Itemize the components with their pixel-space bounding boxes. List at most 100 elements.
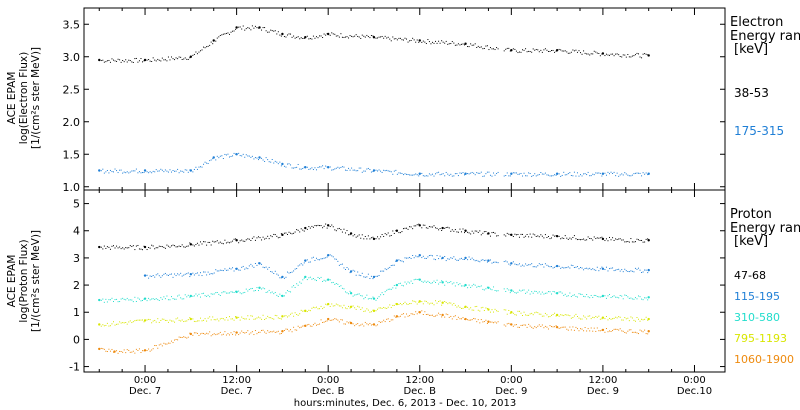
electron-trace-dot: [390, 171, 392, 173]
proton-trace-dot: [322, 280, 324, 282]
proton-trace-dot: [483, 231, 485, 233]
proton-trace-dot: [370, 275, 372, 277]
electron-trace-dot: [586, 53, 588, 55]
electron-trace-dot: [242, 153, 244, 155]
proton-trace-dot: [482, 288, 484, 290]
electron-data-point: [212, 39, 215, 42]
proton-trace-dot: [566, 314, 568, 316]
electron-legend-units: [keV]: [734, 42, 768, 57]
electron-trace-dot: [587, 53, 589, 55]
proton-trace-dot: [514, 292, 516, 294]
electron-trace-dot: [422, 40, 424, 42]
proton-trace-dot: [392, 319, 394, 321]
proton-trace-dot: [302, 279, 304, 281]
proton-trace-dot: [485, 307, 487, 309]
proton-trace-dot: [166, 274, 168, 276]
proton-trace-dot: [303, 310, 305, 312]
proton-trace-dot: [572, 326, 574, 328]
proton-trace-dot: [483, 321, 485, 323]
electron-trace-dot: [241, 155, 243, 157]
proton-trace-dot: [377, 275, 379, 277]
proton-trace-dot: [230, 332, 232, 334]
proton-trace-dot: [494, 232, 496, 234]
proton-trace-dot: [599, 237, 601, 239]
proton-trace-dot: [312, 278, 314, 280]
proton-trace-dot: [186, 337, 188, 339]
proton-trace-dot: [157, 347, 159, 349]
proton-trace-dot: [286, 290, 288, 292]
electron-trace-dot: [247, 155, 249, 157]
proton-trace-dot: [541, 291, 543, 293]
electron-trace-dot: [112, 171, 114, 173]
electron-trace-dot: [627, 54, 629, 56]
proton-trace-dot: [230, 268, 232, 270]
proton-trace-dot: [261, 329, 263, 331]
electron-trace-dot: [360, 37, 362, 39]
proton-trace-dot: [170, 273, 172, 275]
proton-trace-dot: [116, 245, 118, 247]
electron-trace-dot: [396, 173, 398, 175]
electron-trace-dot: [642, 53, 644, 55]
proton-trace-dot: [491, 262, 493, 264]
electron-trace-dot: [131, 61, 133, 63]
proton-trace-dot: [170, 340, 172, 342]
electron-trace-dot: [497, 171, 499, 173]
proton-trace-dot: [338, 227, 340, 229]
electron-trace-dot: [378, 169, 380, 171]
proton-trace-dot: [383, 235, 385, 237]
electron-trace-dot: [189, 169, 191, 171]
electron-ytick-label: 3.5: [63, 18, 81, 31]
electron-trace-dot: [343, 166, 345, 168]
x-date-label: Dec. 7: [129, 386, 161, 397]
proton-trace-dot: [604, 240, 606, 242]
proton-trace-dot: [125, 352, 127, 354]
proton-trace-dot: [645, 269, 647, 271]
proton-trace-dot: [479, 322, 481, 324]
proton-trace-dot: [283, 232, 285, 234]
proton-trace-dot: [518, 236, 520, 238]
proton-trace-dot: [512, 261, 514, 263]
proton-trace-dot: [268, 266, 270, 268]
electron-trace-dot: [262, 27, 264, 29]
electron-trace-dot: [601, 175, 603, 177]
electron-trace-dot: [245, 28, 247, 30]
proton-trace-dot: [203, 292, 205, 294]
electron-data-point: [212, 156, 215, 159]
proton-trace-dot: [293, 270, 295, 272]
proton-trace-dot: [436, 314, 438, 316]
electron-trace-dot: [583, 173, 585, 175]
proton-trace-dot: [639, 329, 641, 331]
proton-trace-dot: [267, 268, 269, 270]
proton-trace-dot: [599, 330, 601, 332]
proton-trace-dot: [558, 265, 560, 267]
proton-trace-dot: [570, 264, 572, 266]
electron-trace-dot: [122, 60, 124, 62]
proton-trace-dot: [286, 316, 288, 318]
proton-trace-dot: [567, 314, 569, 316]
proton-trace-dot: [308, 261, 310, 263]
electron-trace-dot: [221, 34, 223, 36]
proton-trace-dot: [297, 284, 299, 286]
proton-trace-dot: [378, 296, 380, 298]
proton-trace-dot: [257, 236, 259, 238]
electron-trace-dot: [383, 169, 385, 171]
proton-trace-dot: [297, 229, 299, 231]
electron-trace-dot: [596, 52, 598, 54]
proton-trace-dot: [270, 235, 272, 237]
electron-trace-dot: [209, 44, 211, 46]
electron-trace-dot: [531, 51, 533, 53]
proton-trace-dot: [522, 233, 524, 235]
electron-trace-dot: [261, 157, 263, 159]
proton-trace-dot: [332, 319, 334, 321]
electron-trace-dot: [372, 171, 374, 173]
electron-trace-dot: [547, 50, 549, 52]
proton-trace-dot: [161, 298, 163, 300]
proton-trace-dot: [410, 226, 412, 228]
proton-trace-dot: [575, 266, 577, 268]
proton-trace-dot: [225, 269, 227, 271]
proton-trace-dot: [427, 227, 429, 229]
proton-trace-dot: [341, 307, 343, 309]
proton-trace-dot: [126, 349, 128, 351]
proton-trace-dot: [105, 298, 107, 300]
proton-trace-dot: [496, 290, 498, 292]
